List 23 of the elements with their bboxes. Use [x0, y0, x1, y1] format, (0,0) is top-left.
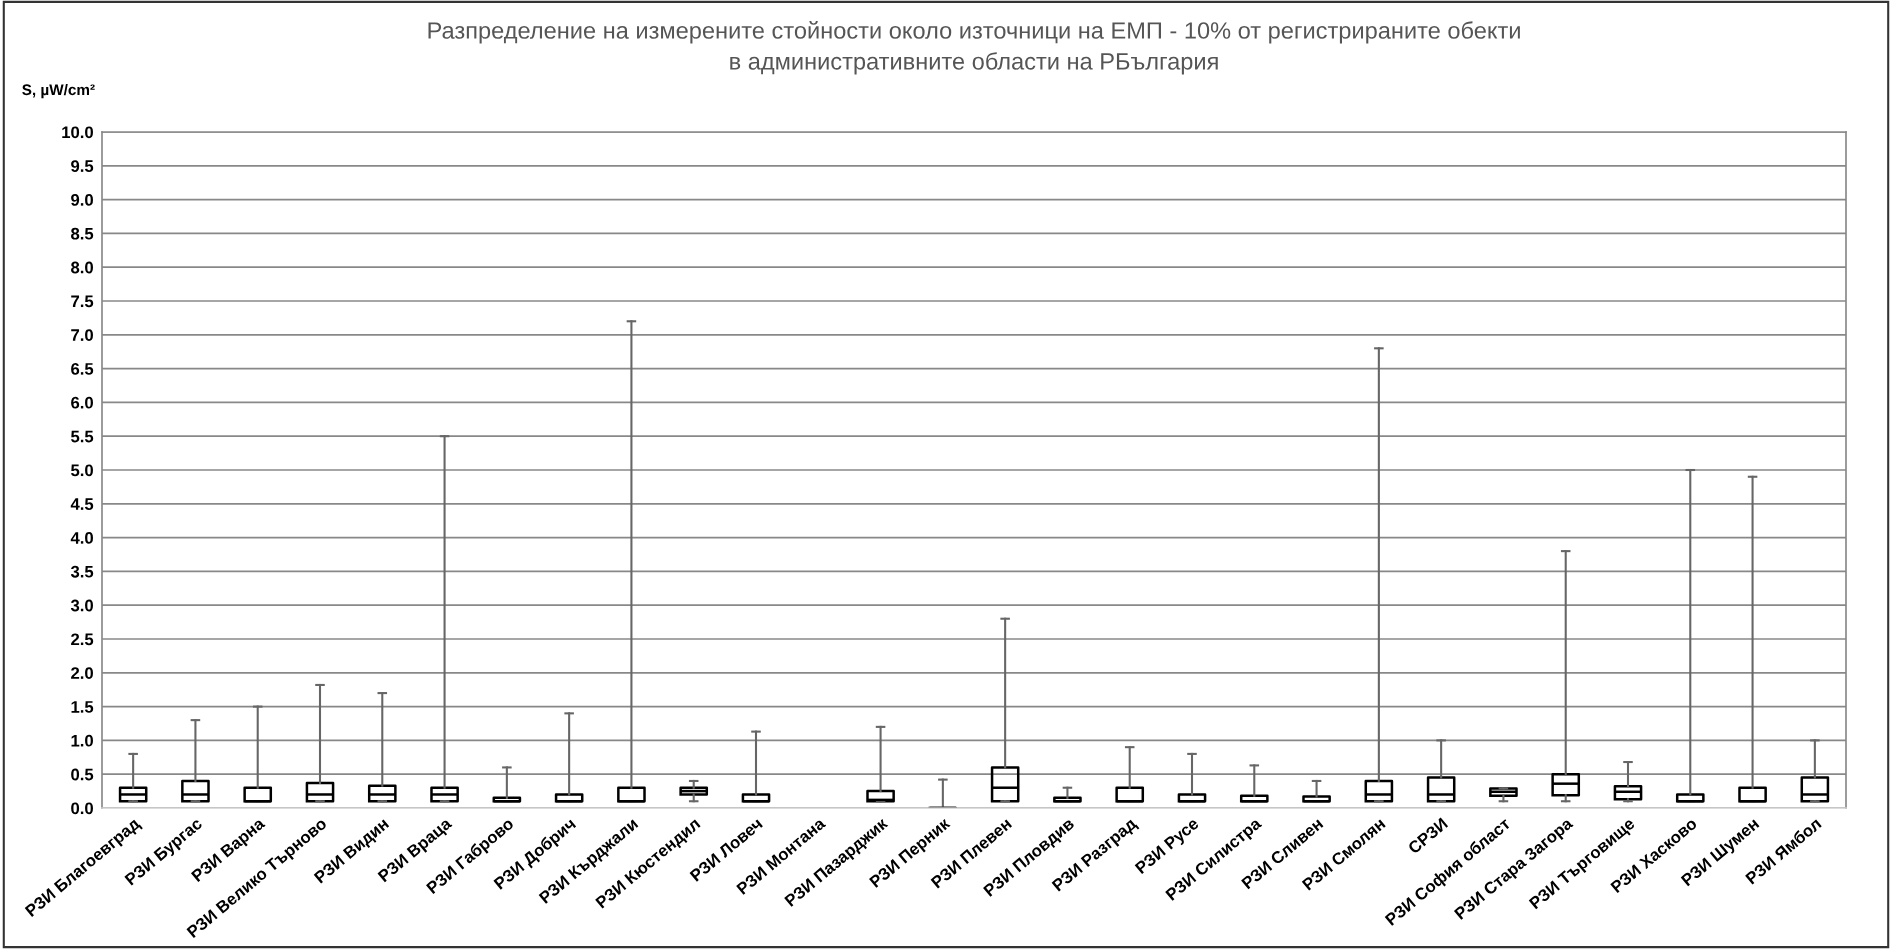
y-tick-label: 1.0: [71, 734, 93, 747]
y-tick-label: 8.0: [71, 261, 93, 274]
y-tick-label: 6.0: [71, 396, 93, 409]
y-tick-label: 9.5: [71, 160, 94, 172]
chart-title: Разпределение на измерените стойности около източници на ЕМП - 10% от регистрираните обекти в административните области на РБългария: [428, 21, 1520, 75]
y-tick-label: 7.0: [71, 329, 93, 341]
y-tick-label: 10.0: [62, 126, 93, 139]
y-tick-label: 9.0: [71, 194, 93, 206]
y-tick-label: 4.5: [70, 498, 94, 510]
y-axis-title: S, µW/cm²: [22, 83, 95, 99]
y-tick-label: 5.0: [71, 464, 93, 477]
y-tick-label: 5.5: [71, 430, 94, 443]
y-tick-label: 0.0: [71, 802, 93, 815]
y-tick-label: 2.0: [71, 667, 93, 679]
y-tick-label: 3.5: [70, 565, 94, 578]
y-tick-label: 3.0: [70, 599, 93, 612]
y-tick-label: 2.5: [71, 633, 94, 646]
y-tick-label: 8.5: [71, 227, 94, 240]
y-tick-label: 1.5: [71, 701, 94, 713]
y-tick-label: 4.0: [70, 532, 93, 544]
y-tick-label: 0.5: [71, 768, 94, 781]
y-tick-label: 6.5: [71, 363, 94, 375]
y-tick-label: 7.5: [71, 295, 94, 308]
